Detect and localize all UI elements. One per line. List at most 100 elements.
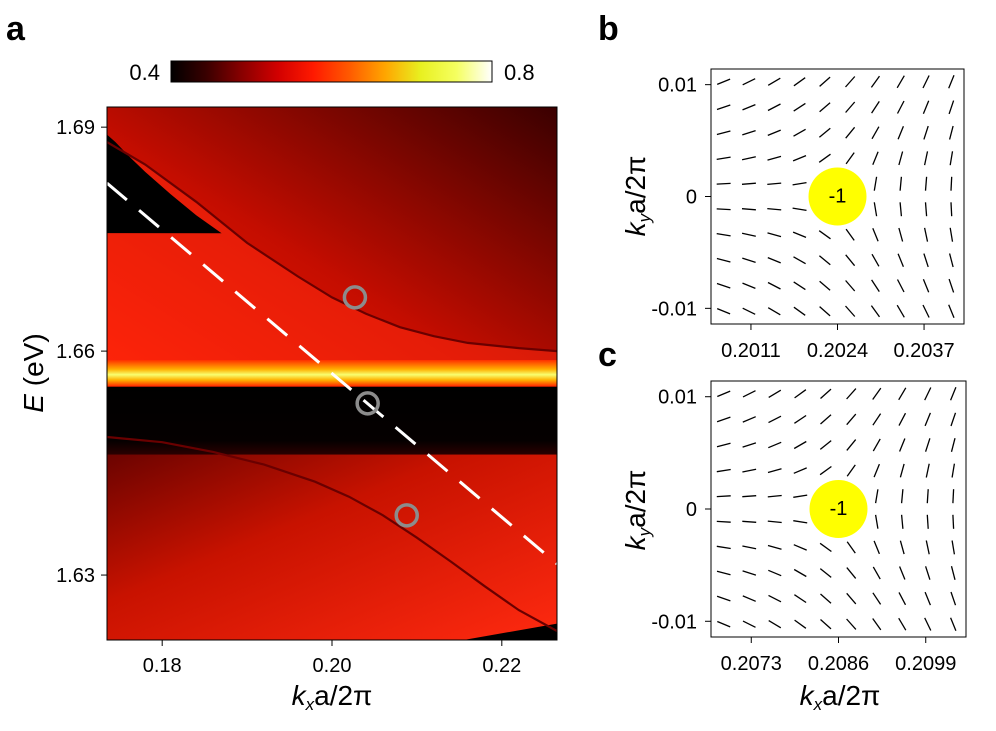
c-vector-6-9 xyxy=(951,540,956,555)
b-vector-8-8 xyxy=(922,279,930,293)
band-gap xyxy=(107,384,557,455)
b-vector-6-6 xyxy=(872,228,879,242)
b-vector-3-9 xyxy=(949,151,954,166)
panel-a-x-ticks: 0.18 0.20 0.22 xyxy=(143,640,521,677)
c-vector-6-3 xyxy=(793,544,807,551)
c-vector-6-2 xyxy=(767,544,782,550)
c-vector-8-8 xyxy=(924,591,932,606)
b-vector-0-4 xyxy=(819,76,831,87)
panel-b-vortex-charge: -1 xyxy=(829,186,847,208)
b-vector-2-8 xyxy=(923,125,929,140)
c-vector-6-5 xyxy=(846,541,856,554)
a-xtick-label-2: 0.22 xyxy=(482,655,521,677)
b-vector-9-5 xyxy=(845,305,856,317)
c-vector-1-3 xyxy=(794,414,807,424)
c-xtick-label-1: 0.2086 xyxy=(808,653,869,675)
c-vector-3-5 xyxy=(846,464,856,477)
b-vector-0-0 xyxy=(716,78,731,86)
c-ytick-label-2: -0.01 xyxy=(651,611,697,633)
panel-c-vortex xyxy=(809,480,868,538)
c-vector-9-8 xyxy=(924,617,932,631)
c-vector-5-8 xyxy=(926,514,929,529)
c-vector-3-9 xyxy=(951,463,956,478)
c-vector-2-3 xyxy=(793,440,807,450)
c-vector-3-2 xyxy=(767,468,782,474)
b-ytick-label-2: -0.01 xyxy=(651,298,697,320)
b-vector-5-0 xyxy=(716,208,731,211)
b-vector-0-1 xyxy=(742,78,756,86)
b-vector-5-1 xyxy=(741,208,756,211)
c-vector-7-0 xyxy=(716,570,731,576)
b-vector-7-9 xyxy=(948,253,954,268)
c-vector-8-3 xyxy=(794,594,807,604)
b-vector-3-6 xyxy=(872,151,879,165)
b-vector-9-6 xyxy=(870,305,881,318)
c-vector-1-6 xyxy=(872,413,882,426)
c-vector-7-6 xyxy=(872,566,881,580)
c-vector-1-8 xyxy=(924,412,932,427)
b-vector-4-3 xyxy=(792,181,807,186)
b-vector-3-1 xyxy=(741,156,756,161)
b-vector-0-6 xyxy=(870,75,881,88)
b-vector-1-6 xyxy=(871,101,880,114)
upper-band-bright-region xyxy=(107,142,557,385)
c-vector-2-7 xyxy=(898,438,906,452)
c-vector-0-9 xyxy=(949,387,957,401)
b-vector-1-3 xyxy=(793,102,806,112)
lower-band-dispersion xyxy=(107,435,557,632)
c-vector-6-4 xyxy=(819,542,832,553)
c-vector-9-2 xyxy=(768,620,782,629)
panel-c-y-ticks: 0.01 0 -0.01 xyxy=(651,387,711,633)
panel-c-x-ticks: 0.2073 0.2086 0.2099 xyxy=(721,637,956,675)
b-vector-2-7 xyxy=(897,126,905,140)
c-vector-7-5 xyxy=(846,567,857,579)
a-xtick-label-1: 0.20 xyxy=(313,655,352,677)
b-vector-0-5 xyxy=(845,76,856,88)
c-vector-1-2 xyxy=(768,415,782,424)
b-vector-7-3 xyxy=(793,256,806,265)
b-vector-8-3 xyxy=(793,281,806,291)
c-vector-8-5 xyxy=(846,592,857,605)
panel-c-polarization-vectors xyxy=(716,387,957,631)
b-vector-7-8 xyxy=(923,253,929,268)
c-vector-2-1 xyxy=(742,442,757,448)
marker-circle-2 xyxy=(394,503,419,528)
c-vector-0-8 xyxy=(924,387,932,401)
c-vector-2-2 xyxy=(768,441,782,449)
c-vector-8-9 xyxy=(950,591,957,606)
c-vector-0-0 xyxy=(717,390,731,398)
b-vector-6-1 xyxy=(741,232,756,237)
c-vector-0-4 xyxy=(820,388,832,399)
c-vector-9-0 xyxy=(717,620,731,628)
b-ytick-label-0: 0.01 xyxy=(658,75,697,97)
c-vector-4-6 xyxy=(874,489,879,504)
c-vector-7-8 xyxy=(924,566,931,580)
b-xtick-label-2: 0.2037 xyxy=(893,340,954,362)
c-vector-2-8 xyxy=(924,438,931,452)
light-line-dashed xyxy=(107,181,557,566)
b-vector-9-9 xyxy=(948,304,955,318)
c-vector-5-1 xyxy=(742,520,757,523)
b-vector-8-2 xyxy=(767,281,781,290)
b-vector-3-5 xyxy=(845,152,855,165)
panel-a-x-axis-label: kxa/2π xyxy=(292,680,373,714)
b-vector-2-2 xyxy=(767,129,781,137)
panel-c-vortex-charge: -1 xyxy=(830,498,848,520)
b-vector-7-7 xyxy=(897,253,905,267)
marker-circle-0 xyxy=(342,285,368,310)
c-vector-8-0 xyxy=(716,595,731,602)
a-ytick-label-0: 1.69 xyxy=(56,117,95,139)
c-vector-2-6 xyxy=(872,438,881,452)
c-vector-1-1 xyxy=(742,416,756,423)
b-vector-2-3 xyxy=(793,128,806,137)
b-vector-2-5 xyxy=(845,126,856,139)
b-vector-2-1 xyxy=(742,129,756,136)
c-vector-5-3 xyxy=(793,520,808,524)
c-vector-8-4 xyxy=(820,593,832,604)
b-vector-1-4 xyxy=(819,102,831,113)
b-vector-4-0 xyxy=(716,182,731,185)
c-vector-1-5 xyxy=(846,413,857,426)
b-vector-9-1 xyxy=(742,307,756,315)
b-ytick-label-1: 0 xyxy=(686,187,697,209)
